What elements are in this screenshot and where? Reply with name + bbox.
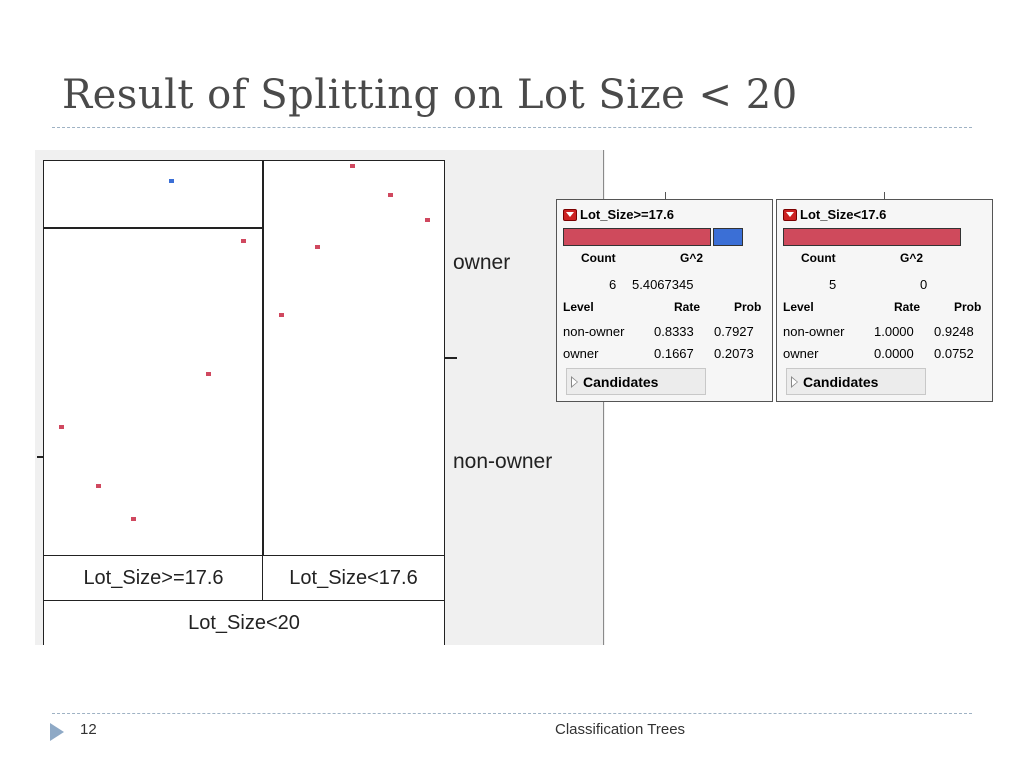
non-owner-rate-bar bbox=[783, 228, 961, 246]
rate-header: Rate bbox=[674, 300, 701, 314]
candidates-label: Candidates bbox=[803, 373, 879, 390]
y-label-non-owner: non-owner bbox=[453, 450, 553, 473]
row-level: owner bbox=[563, 346, 599, 361]
data-point bbox=[206, 372, 211, 376]
prob-header: Prob bbox=[954, 300, 982, 314]
left-axis-tick bbox=[37, 456, 43, 458]
count-header: Count bbox=[801, 251, 836, 265]
level-header: Level bbox=[783, 300, 814, 314]
mosaic-plot-panel: owner non-owner Lot_Size>=17.6 Lot_Size<… bbox=[35, 150, 605, 645]
data-point bbox=[350, 164, 355, 168]
data-point bbox=[425, 218, 430, 222]
x-label-lot-size-lt-20: Lot_Size<20 bbox=[43, 600, 445, 645]
disclosure-icon[interactable] bbox=[783, 208, 797, 221]
row-rate: 0.1667 bbox=[654, 346, 694, 361]
node-title: Lot_Size>=17.6 bbox=[580, 207, 674, 222]
expand-triangle-icon bbox=[571, 375, 578, 388]
footer-arrow-icon bbox=[50, 723, 64, 741]
title-divider bbox=[52, 127, 972, 128]
data-point bbox=[315, 245, 320, 249]
x-label-lot-size-lt-17-6: Lot_Size<17.6 bbox=[262, 555, 445, 601]
candidates-toggle[interactable]: Candidates bbox=[786, 368, 926, 395]
column-divider bbox=[262, 160, 264, 556]
level-header: Level bbox=[563, 300, 594, 314]
right-axis-tick bbox=[445, 357, 457, 359]
row-level: owner bbox=[783, 346, 819, 361]
connector-tick bbox=[884, 192, 885, 200]
node-report-lot-size-ge-17-6: Lot_Size>=17.6 Count G^2 6 5.4067345 Lev… bbox=[556, 199, 773, 402]
count-value: 5 bbox=[829, 277, 837, 292]
y-label-owner: owner bbox=[453, 251, 511, 274]
g2-header: G^2 bbox=[680, 251, 704, 265]
row-prob: 0.2073 bbox=[714, 346, 754, 361]
left-column-owner-divider bbox=[43, 227, 263, 229]
node-header[interactable]: Lot_Size<17.6 bbox=[783, 207, 886, 222]
candidates-label: Candidates bbox=[583, 373, 659, 390]
x-label-lot-size-ge-17-6: Lot_Size>=17.6 bbox=[43, 555, 264, 601]
row-level: non-owner bbox=[783, 324, 845, 339]
rate-header: Rate bbox=[894, 300, 921, 314]
connector-tick bbox=[665, 192, 666, 200]
row-rate: 0.0000 bbox=[874, 346, 914, 361]
g2-header: G^2 bbox=[900, 251, 924, 265]
footer-divider bbox=[52, 713, 972, 714]
mosaic-plot-area bbox=[43, 160, 445, 556]
data-point bbox=[96, 484, 101, 488]
prob-header: Prob bbox=[734, 300, 762, 314]
candidates-toggle[interactable]: Candidates bbox=[566, 368, 706, 395]
data-point bbox=[59, 425, 64, 429]
row-prob: 0.0752 bbox=[934, 346, 974, 361]
slide-title: Result of Splitting on Lot Size < 20 bbox=[62, 72, 798, 118]
row-prob: 0.9248 bbox=[934, 324, 974, 339]
page-number: 12 bbox=[80, 721, 97, 738]
data-point bbox=[131, 517, 136, 521]
owner-rate-bar bbox=[713, 228, 743, 246]
row-prob: 0.7927 bbox=[714, 324, 754, 339]
g2-value: 0 bbox=[920, 277, 928, 292]
non-owner-rate-bar bbox=[563, 228, 711, 246]
node-header[interactable]: Lot_Size>=17.6 bbox=[563, 207, 674, 222]
row-rate: 0.8333 bbox=[654, 324, 694, 339]
row-rate: 1.0000 bbox=[874, 324, 914, 339]
count-value: 6 bbox=[609, 277, 617, 292]
data-point bbox=[279, 313, 284, 317]
count-header: Count bbox=[581, 251, 616, 265]
node-title: Lot_Size<17.6 bbox=[800, 207, 887, 222]
expand-triangle-icon bbox=[791, 375, 798, 388]
footer-title: Classification Trees bbox=[555, 721, 686, 738]
node-report-lot-size-lt-17-6: Lot_Size<17.6 Count G^2 5 0 Level Rate P… bbox=[776, 199, 993, 402]
data-point bbox=[388, 193, 393, 197]
g2-value: 5.4067345 bbox=[632, 277, 694, 292]
disclosure-icon[interactable] bbox=[563, 208, 577, 221]
data-point-owner bbox=[169, 179, 174, 183]
row-level: non-owner bbox=[563, 324, 625, 339]
data-point bbox=[241, 239, 246, 243]
